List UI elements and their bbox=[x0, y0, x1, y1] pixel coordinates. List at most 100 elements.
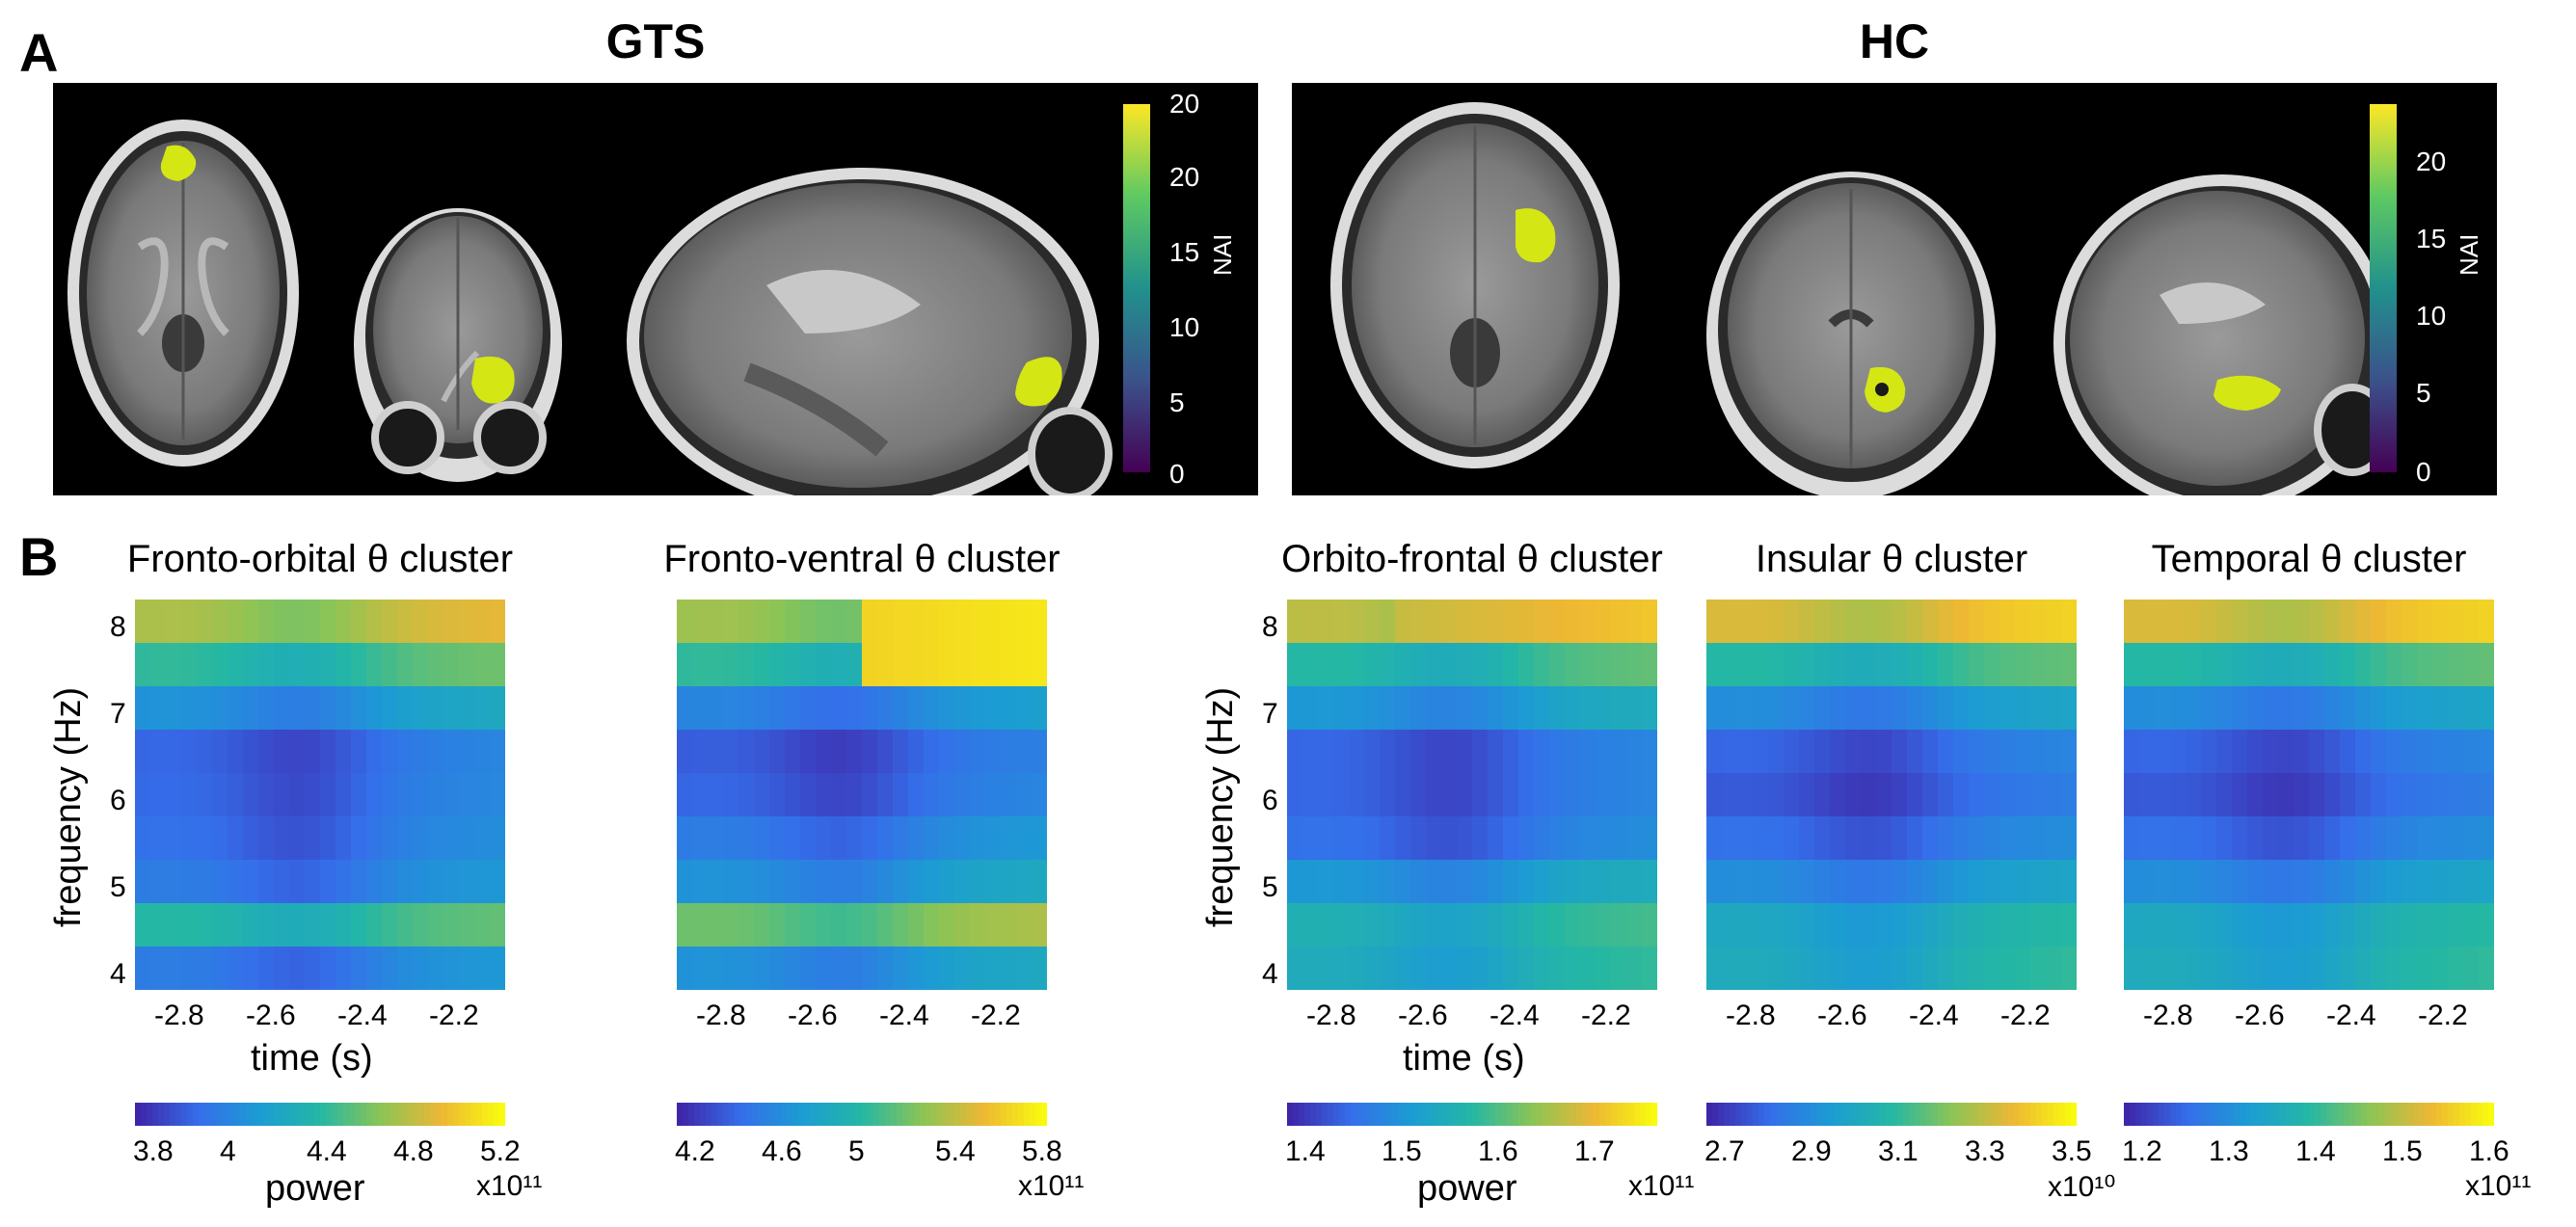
heatmap-cell bbox=[212, 730, 228, 774]
heatmap-cell bbox=[1892, 816, 1908, 861]
heatmap-cell bbox=[2355, 730, 2372, 774]
heatmap-cell bbox=[166, 730, 182, 774]
heatmap-cell bbox=[1861, 903, 1877, 947]
heatmap-cell bbox=[2124, 686, 2140, 731]
heatmap-cell bbox=[1830, 903, 1846, 947]
heatmap-cell bbox=[862, 730, 878, 774]
heatmap-cell bbox=[135, 730, 151, 774]
heatmap-cell bbox=[677, 600, 693, 644]
heatmap-cell bbox=[289, 903, 306, 947]
heatmap-cell bbox=[2216, 903, 2233, 947]
heatmap-cell bbox=[443, 600, 460, 644]
heatmap-cell bbox=[1410, 643, 1427, 687]
heatmap-cell bbox=[769, 730, 786, 774]
heatmap-cell bbox=[1518, 773, 1535, 817]
colorbar-tick-label: 5.2 bbox=[480, 1135, 521, 1167]
heatmap-cell bbox=[1907, 773, 1923, 817]
colorbar-tick-label: 3.3 bbox=[1965, 1135, 2005, 1167]
heatmap-cell bbox=[1302, 903, 1319, 947]
heatmap-cell bbox=[1302, 643, 1319, 687]
heatmap-cell bbox=[2015, 730, 2031, 774]
heatmap-cell bbox=[305, 860, 321, 904]
heatmap-cell bbox=[1922, 773, 1939, 817]
heatmap-cell bbox=[1626, 686, 1643, 731]
heatmap-cell bbox=[738, 600, 755, 644]
heatmap-cell bbox=[1518, 600, 1535, 644]
heatmap-cell bbox=[862, 686, 878, 731]
y-tick-label: 8 bbox=[110, 611, 126, 643]
panel-b-label: B bbox=[19, 526, 59, 587]
heatmap-cell bbox=[954, 643, 971, 687]
x-tick-label: -2.2 bbox=[971, 1000, 1021, 1031]
heatmap-cell bbox=[2170, 947, 2187, 990]
heatmap-cell bbox=[1969, 947, 1985, 990]
heatmap-cell bbox=[2417, 730, 2433, 774]
heatmap-cell bbox=[1426, 773, 1442, 817]
heatmap-cell bbox=[1861, 643, 1877, 687]
heatmap-cell bbox=[954, 600, 971, 644]
power-colorbar bbox=[1287, 1103, 1657, 1126]
heatmap-cell bbox=[1969, 730, 1985, 774]
heatmap-cell bbox=[397, 860, 414, 904]
heatmap-cell bbox=[490, 773, 505, 817]
heatmap-cell bbox=[769, 643, 786, 687]
heatmap-cell bbox=[1626, 860, 1643, 904]
heatmap-cell bbox=[2216, 860, 2233, 904]
heatmap-cell bbox=[2463, 816, 2480, 861]
heatmap-cell bbox=[2155, 643, 2171, 687]
heatmap-cell bbox=[692, 860, 709, 904]
heatmap-cell bbox=[785, 773, 801, 817]
heatmap-cell bbox=[150, 600, 167, 644]
heatmap-cell bbox=[2371, 600, 2387, 644]
heatmap-cell bbox=[2340, 686, 2356, 731]
heatmap-cell bbox=[1706, 773, 1723, 817]
heatmap-cell bbox=[862, 773, 878, 817]
heatmap-cell bbox=[1302, 816, 1319, 861]
hc-mri-panel: 20 15 10 5 0 NAI bbox=[1292, 83, 2497, 495]
heatmap-cell bbox=[692, 947, 709, 990]
colorbar-tick-label: 4.2 bbox=[675, 1135, 715, 1167]
heatmap-cell bbox=[2417, 860, 2433, 904]
heatmap-cell bbox=[150, 947, 167, 990]
heatmap-cell bbox=[1364, 860, 1381, 904]
heatmap-cell bbox=[1534, 600, 1550, 644]
heatmap-cell bbox=[428, 600, 444, 644]
y-tick-label: 7 bbox=[1262, 698, 1278, 730]
heatmap-cell bbox=[1969, 773, 1985, 817]
heatmap-cell bbox=[954, 860, 971, 904]
heatmap-cell bbox=[2201, 903, 2217, 947]
heatmap-cell bbox=[443, 947, 460, 990]
heatmap-cell bbox=[1534, 643, 1550, 687]
heatmap-cell bbox=[754, 730, 770, 774]
heatmap-cell bbox=[1001, 643, 1017, 687]
heatmap-cell bbox=[258, 686, 275, 731]
colorbar-label: NAI bbox=[1208, 233, 1237, 276]
heatmap-cell bbox=[1503, 816, 1519, 861]
heatmap-cell bbox=[738, 947, 755, 990]
heatmap-cell bbox=[258, 730, 275, 774]
heatmap-cell bbox=[1799, 816, 1815, 861]
heatmap-cell bbox=[1457, 643, 1473, 687]
heatmap-cell bbox=[1626, 773, 1643, 817]
heatmap-cell bbox=[2309, 947, 2325, 990]
heatmap-cell bbox=[1876, 773, 1892, 817]
heatmap-cell bbox=[723, 686, 739, 731]
heatmap-cell bbox=[443, 773, 460, 817]
heatmap-cell bbox=[166, 600, 182, 644]
heatmap-cell bbox=[1814, 903, 1831, 947]
heatmap-cell bbox=[2015, 600, 2031, 644]
heatmap-cell bbox=[2030, 860, 2047, 904]
heatmap-cell bbox=[1380, 903, 1396, 947]
heatmap-cell bbox=[924, 947, 940, 990]
heatmap-cell bbox=[1814, 816, 1831, 861]
heatmap-cell bbox=[754, 643, 770, 687]
heatmap-cell bbox=[2278, 773, 2294, 817]
heatmap-cell bbox=[305, 773, 321, 817]
heatmap-cell bbox=[1318, 816, 1334, 861]
heatmap-cell bbox=[1503, 903, 1519, 947]
heatmap-cell bbox=[1410, 773, 1427, 817]
heatmap-cell bbox=[258, 816, 275, 861]
heatmap-cell bbox=[1488, 600, 1504, 644]
heatmap-cell bbox=[382, 773, 398, 817]
heatmap-cell bbox=[2278, 686, 2294, 731]
